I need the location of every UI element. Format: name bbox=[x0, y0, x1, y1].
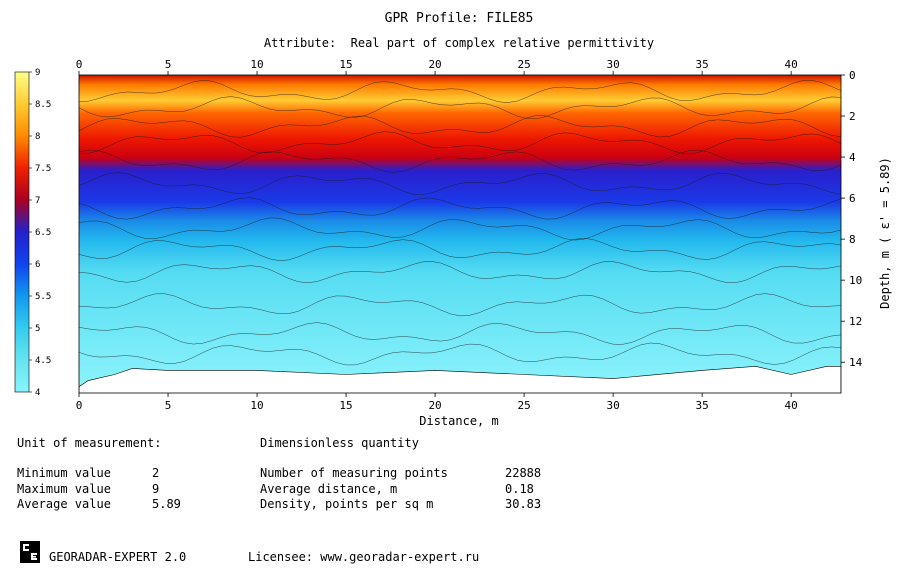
colorbar-tick-label: 7 bbox=[35, 196, 40, 206]
colorbar-tick-label: 8 bbox=[35, 132, 40, 142]
x-tick-label-bottom: 30 bbox=[606, 399, 619, 412]
x-axis-bottom: 0 5 10 15 20 25 30 35 40 bbox=[76, 393, 798, 412]
x-tick-label-bottom: 20 bbox=[428, 399, 441, 412]
min-value: 2 bbox=[152, 466, 160, 480]
colorbar-tick-label: 5 bbox=[35, 324, 40, 334]
georadar-logo-icon bbox=[20, 541, 40, 563]
contour-lines bbox=[79, 80, 841, 366]
chart-subtitle: Attribute: Real part of complex relative… bbox=[264, 36, 654, 50]
contour-line bbox=[79, 96, 841, 120]
unit-label: Unit of measurement: bbox=[17, 436, 162, 450]
y-tick-label: 2 bbox=[849, 110, 856, 123]
contour-line bbox=[79, 261, 841, 284]
x-tick-label-top: 15 bbox=[339, 58, 352, 71]
avg-label: Average value bbox=[17, 497, 111, 511]
contour-line bbox=[79, 149, 841, 173]
gpr-chart: 98.587.576.565.554.54 0 5 10 15 20 25 30 35 40 0… bbox=[14, 11, 892, 428]
y-tick-label: 6 bbox=[849, 192, 856, 205]
unit-value: Dimensionless quantity bbox=[260, 436, 419, 450]
y-tick-label: 12 bbox=[849, 315, 862, 328]
colorbar-ticks: 9 8.5 8 7.5 7 6.5 6 5.5 5 4.5 4 bbox=[29, 68, 51, 398]
product-name: GEORADAR-EXPERT 2.0 bbox=[49, 550, 187, 564]
no-data-region bbox=[79, 365, 841, 393]
contour-line bbox=[79, 342, 841, 366]
plot-frame bbox=[78, 74, 842, 394]
x-tick-label-bottom: 35 bbox=[696, 399, 709, 412]
x-tick-label-top: 20 bbox=[428, 58, 441, 71]
chart-title: GPR Profile: FILE85 bbox=[385, 11, 534, 26]
colorbar-tick-label: 4 bbox=[35, 388, 40, 398]
y-tick-label: 8 bbox=[849, 233, 856, 246]
density-label: Density, points per sq m bbox=[260, 497, 434, 511]
max-label: Maximum value bbox=[17, 482, 111, 496]
x-tick-label-top: 35 bbox=[696, 58, 709, 71]
density-value: 30.83 bbox=[505, 497, 542, 511]
x-tick-label-top: 0 bbox=[76, 58, 83, 71]
colorbar bbox=[14, 71, 30, 393]
x-tick-label-bottom: 25 bbox=[517, 399, 530, 412]
x-tick-label-top: 40 bbox=[785, 58, 798, 71]
colorbar-tick-label: 8.5 bbox=[35, 100, 51, 110]
y-tick-label: 4 bbox=[849, 151, 856, 164]
y-axis-right: 0 2 4 6 8 10 12 14 bbox=[841, 69, 863, 369]
distance-label: Average distance, m bbox=[260, 482, 398, 496]
contour-line bbox=[79, 237, 841, 261]
contour-line bbox=[79, 293, 841, 317]
licensee: Licensee: www.georadar-expert.ru bbox=[248, 550, 480, 564]
x-tick-label-bottom: 5 bbox=[165, 399, 172, 412]
colorbar-tick-label: 6 bbox=[35, 260, 40, 270]
x-axis-top: 0 5 10 15 20 25 30 35 40 bbox=[76, 58, 798, 75]
x-tick-label-bottom: 10 bbox=[250, 399, 263, 412]
avg-value: 5.89 bbox=[152, 497, 181, 511]
y-tick-label: 0 bbox=[849, 69, 856, 82]
x-axis-label: Distance, m bbox=[419, 414, 498, 428]
y-tick-label: 14 bbox=[849, 356, 863, 369]
contour-line bbox=[79, 115, 841, 138]
y-tick-label: 10 bbox=[849, 274, 862, 287]
contour-line bbox=[79, 80, 841, 103]
colorbar-tick-label: 7.5 bbox=[35, 164, 51, 174]
colorbar-tick-label: 9 bbox=[35, 68, 40, 78]
x-tick-label-top: 30 bbox=[606, 58, 619, 71]
distance-value: 0.18 bbox=[505, 482, 534, 496]
contour-line bbox=[79, 217, 841, 241]
contour-line bbox=[79, 197, 841, 220]
contour-line bbox=[79, 172, 841, 195]
points-value: 22888 bbox=[505, 466, 542, 480]
contour-line bbox=[79, 322, 841, 345]
x-tick-label-top: 25 bbox=[517, 58, 530, 71]
colorbar-tick-label: 4.5 bbox=[35, 356, 51, 366]
permittivity-field bbox=[79, 75, 841, 393]
points-label: Number of measuring points bbox=[260, 466, 448, 480]
x-tick-label-top: 10 bbox=[250, 58, 263, 71]
x-tick-label-bottom: 15 bbox=[339, 399, 352, 412]
colorbar-tick-label: 5.5 bbox=[35, 292, 51, 302]
y-axis-label: Depth, m ( ε' = 5.89) bbox=[878, 157, 892, 309]
max-value: 9 bbox=[152, 482, 160, 496]
x-tick-label-bottom: 40 bbox=[785, 399, 798, 412]
x-tick-label-bottom: 0 bbox=[76, 399, 83, 412]
colorbar-tick-label: 6.5 bbox=[35, 228, 51, 238]
x-tick-label-top: 5 bbox=[165, 58, 172, 71]
contour-line bbox=[79, 131, 841, 155]
min-label: Minimum value bbox=[17, 466, 111, 480]
